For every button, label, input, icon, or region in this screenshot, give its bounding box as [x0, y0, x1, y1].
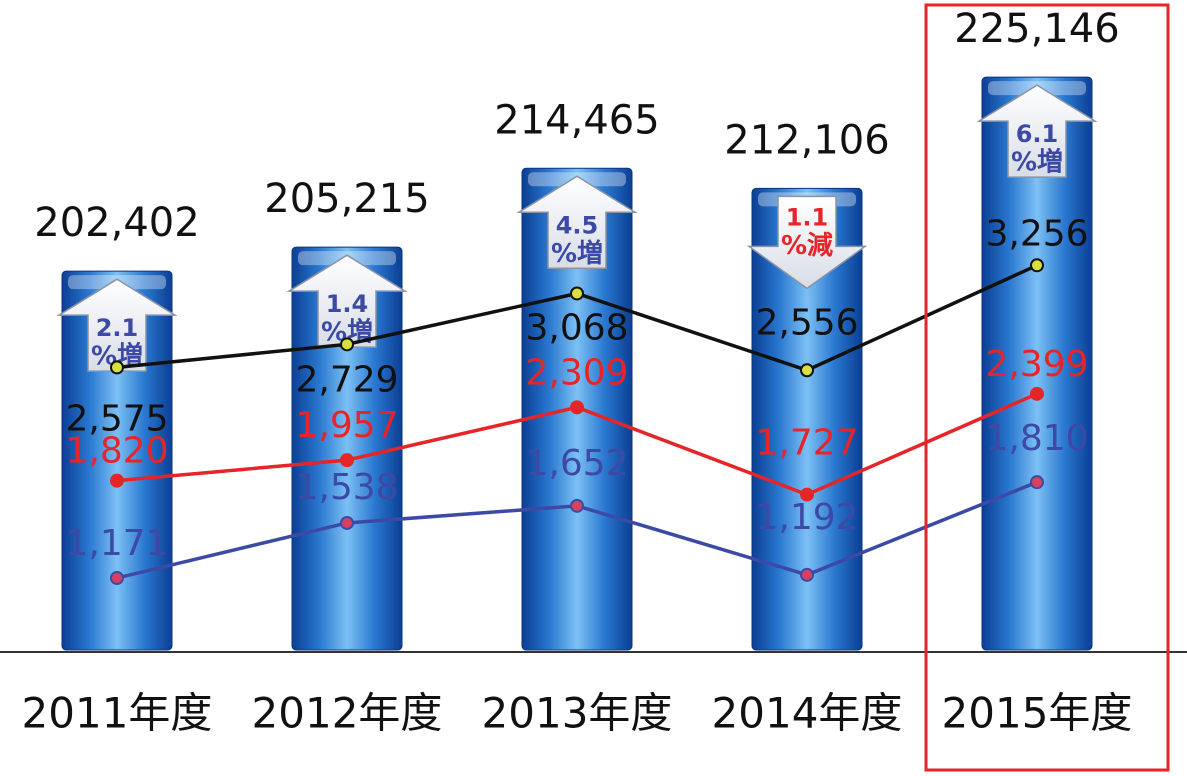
- bar-value-label: 225,146: [954, 6, 1119, 52]
- change-unit: %増: [551, 239, 603, 269]
- x-tick-label: 2014年度: [712, 689, 903, 738]
- change-arrow: [746, 195, 868, 290]
- point: [800, 487, 814, 502]
- point-value-label: 1,171: [65, 523, 168, 564]
- point-value-label: 1,810: [985, 418, 1088, 459]
- x-tick-label: 2011年度: [22, 689, 213, 738]
- change-value: 2.1: [96, 314, 139, 342]
- change-value: 1.1: [786, 203, 829, 231]
- x-tick-label: 2013年度: [482, 689, 673, 738]
- point: [570, 286, 584, 301]
- change-arrow: [516, 175, 638, 270]
- point-value-label: 3,256: [985, 213, 1088, 254]
- bar-value-label: 214,465: [494, 97, 659, 143]
- point: [340, 337, 354, 352]
- point: [800, 567, 814, 582]
- point: [110, 360, 124, 375]
- change-unit: %減: [781, 231, 833, 261]
- change-value: 4.5: [556, 211, 599, 239]
- bar-value-label: 205,215: [264, 176, 429, 222]
- change-unit: %増: [1011, 148, 1063, 178]
- change-value: 1.4: [326, 290, 369, 318]
- point: [1030, 386, 1044, 401]
- point-value-label: 1,727: [755, 423, 858, 464]
- point-value-label: 3,068: [525, 307, 628, 348]
- lines: 2,575 2,729 3,068 2,556 3,256 1,820 1,957 2,309…: [65, 213, 1089, 586]
- x-tick-label: 2012年度: [252, 689, 443, 738]
- point: [110, 571, 124, 586]
- bar: [751, 187, 863, 651]
- change-value: 6.1: [1016, 120, 1059, 148]
- point-value-label: 2,399: [985, 344, 1088, 385]
- point-value-label: 1,957: [295, 405, 398, 446]
- bar: [981, 76, 1093, 651]
- highlight-box: [924, 3, 1170, 772]
- point-value-label: 1,192: [755, 497, 858, 538]
- point: [800, 363, 814, 378]
- x-tick-label: 2015年度: [942, 689, 1133, 738]
- point: [1030, 475, 1044, 490]
- point-value-label: 1,652: [525, 443, 628, 484]
- bar-value-label: 212,106: [724, 117, 889, 163]
- point-value-label: 2,309: [525, 352, 628, 393]
- point-value-label: 2,729: [295, 359, 398, 400]
- point-value-label: 2,556: [755, 302, 858, 343]
- point: [1030, 258, 1044, 273]
- point: [110, 473, 124, 488]
- point: [340, 453, 354, 468]
- point: [340, 515, 354, 530]
- point-value-label: 2,575: [65, 398, 168, 439]
- change-arrow: [976, 84, 1098, 178]
- point: [570, 400, 584, 415]
- bar-value-label: 202,402: [34, 200, 199, 246]
- point-value-label: 1,820: [65, 431, 168, 472]
- point-value-label: 1,538: [295, 467, 398, 508]
- point: [570, 498, 584, 513]
